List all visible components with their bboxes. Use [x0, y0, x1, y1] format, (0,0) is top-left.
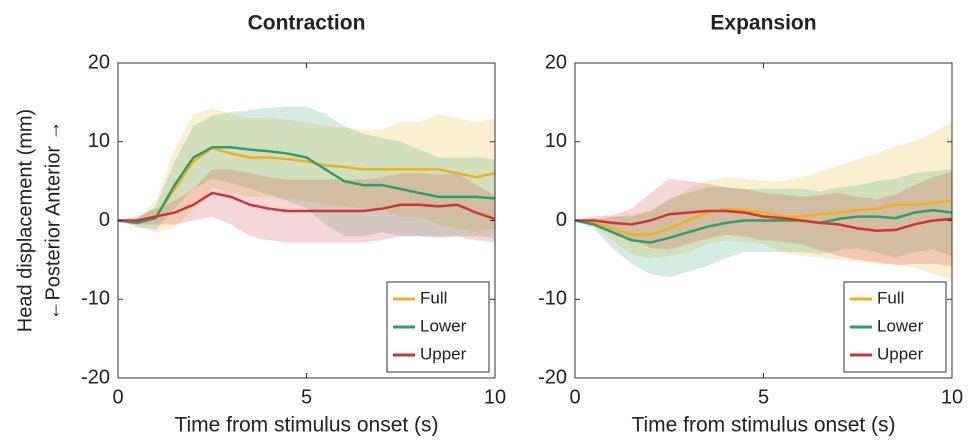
legend-label: Lower [877, 316, 924, 335]
x-axis-label: Time from stimulus onset (s) [631, 414, 895, 437]
y-axis-label: ←Posterior Anterior → [42, 120, 64, 320]
y-tick-label: 0 [99, 209, 110, 231]
series-line [117, 146, 496, 225]
band [575, 171, 952, 267]
y-tick-label: -10 [81, 288, 110, 310]
series-line [117, 146, 496, 225]
band [118, 169, 495, 243]
legend-label: Upper [420, 344, 467, 363]
y-tick-label: 10 [88, 130, 110, 152]
x-tick-label: 0 [112, 386, 123, 408]
series-line [574, 199, 953, 236]
y-tick-label: 0 [556, 209, 567, 231]
chart-title: Expansion [710, 12, 816, 35]
legend-label: Full [877, 288, 904, 307]
band [575, 169, 952, 278]
band [575, 122, 952, 280]
y-tick-label: 10 [545, 130, 567, 152]
legend-label: Full [420, 288, 447, 307]
x-tick-label: 5 [301, 386, 312, 408]
x-tick-label: 0 [569, 386, 580, 408]
x-tick-label: 5 [758, 386, 769, 408]
y-tick-label: 20 [88, 51, 110, 73]
x-tick-label: 10 [484, 386, 506, 408]
band [118, 108, 495, 233]
y-axis-label: Head displacement (mm) [14, 109, 36, 332]
y-tick-label: -10 [538, 288, 567, 310]
y-tick-label: -20 [538, 366, 567, 388]
x-axis-label: Time from stimulus onset (s) [174, 414, 438, 437]
x-tick-label: 10 [941, 386, 963, 408]
y-tick-label: -20 [81, 366, 110, 388]
legend-label: Upper [877, 344, 924, 363]
series-line [575, 209, 953, 232]
series-line [574, 209, 953, 244]
series-line [118, 191, 496, 222]
y-tick-label: 20 [545, 51, 567, 73]
chart-title: Contraction [248, 12, 366, 35]
legend-label: Lower [420, 316, 467, 335]
